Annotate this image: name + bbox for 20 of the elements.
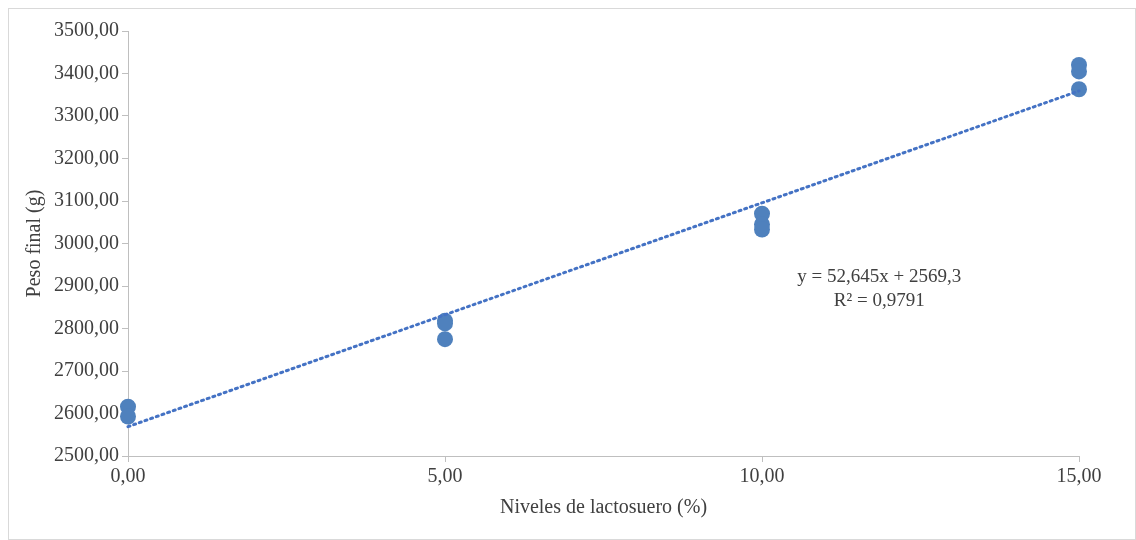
annotation: R² = 0,9791 (833, 288, 925, 310)
x-tick-label: 10,00 (739, 464, 785, 487)
y-axis-title: Peso final (g) (22, 189, 46, 298)
x-tick-label: 5,00 (427, 464, 463, 487)
point (437, 331, 453, 348)
y-tick-label: 3200,00 (54, 145, 119, 168)
y-tick-label: 2800,00 (54, 315, 119, 338)
x-tick-label: 0,00 (110, 464, 146, 487)
y-tick-label: 2500,00 (54, 443, 119, 466)
y-tick-label: 2700,00 (54, 358, 119, 381)
x-axis-title: Niveles de lactosuero (%) (499, 495, 708, 519)
y-tick-label: 3300,00 (54, 103, 119, 126)
y-tick-label: 3000,00 (54, 230, 119, 253)
x-tick-label: 15,00 (1056, 464, 1102, 487)
y-tick-label: 3500,00 (54, 18, 119, 41)
y-tick-label: 2900,00 (54, 273, 119, 296)
y-tick-label: 3100,00 (54, 188, 119, 211)
y-tick-label: 2600,00 (54, 400, 119, 423)
annotation: y = 52,645x + 2569,3 (797, 264, 962, 286)
y-tick-label: 3400,00 (54, 60, 119, 83)
